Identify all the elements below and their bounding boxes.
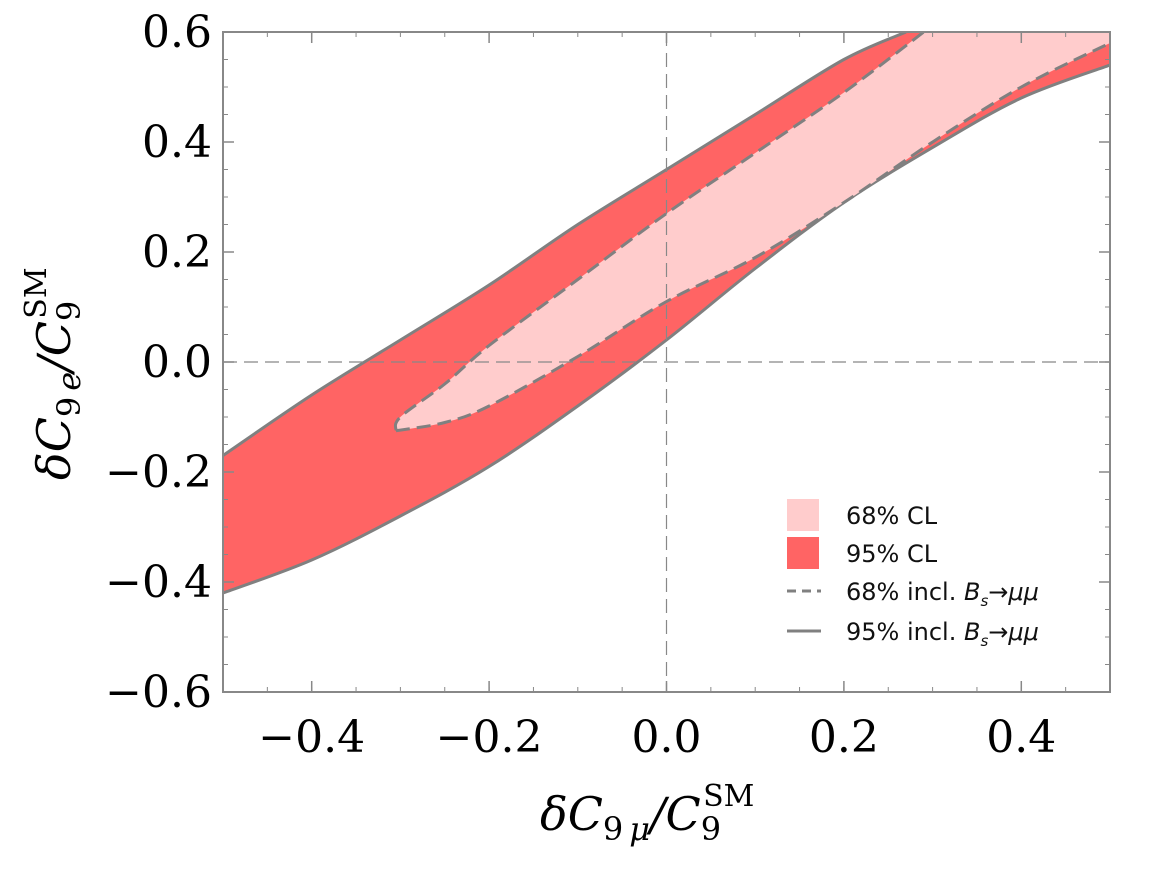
legend-entry: 95% incl. Bs→μμ <box>787 618 1039 650</box>
plot-regions <box>223 32 1110 595</box>
legend-entry: 68% CL <box>787 499 938 531</box>
x-axis-title-delta: δ <box>540 787 568 841</box>
x-tick-label: 0.0 <box>632 712 702 763</box>
y-tick-label: 0.0 <box>142 337 212 388</box>
contour-68-lower <box>395 41 1110 433</box>
y-tick-label: −0.6 <box>105 667 212 718</box>
y-tick-label: −0.2 <box>105 447 212 498</box>
legend-label: 68% CL <box>846 502 938 530</box>
y-tick-label: −0.4 <box>105 557 212 608</box>
legend-swatch <box>787 537 819 569</box>
region-68cl <box>395 32 1110 431</box>
y-axis-title-text: δC9e/C9SM <box>19 267 88 480</box>
contour-68-upper <box>393 32 925 432</box>
legend-label: 95% incl. Bs→μμ <box>846 618 1039 650</box>
region-95cl <box>223 32 1110 593</box>
x-axis-title-c: C <box>568 787 603 841</box>
legend: 68% CL 95% CL 68% incl. Bs→μμ 95% incl. Bs→… <box>787 499 1039 650</box>
x-axis-title: δC9 μ/C9SM <box>540 779 754 848</box>
axis-ticks: −0.4 −0.2 0.0 0.2 0.4 −0.6 −0.4 −0.2 0.0 0.2 0.4 0.… <box>105 7 1111 763</box>
y-tick-label: 0.2 <box>142 227 212 278</box>
x-axis-title-text: δC9 μ/C9SM <box>540 779 754 848</box>
legend-swatch <box>787 499 819 531</box>
x-tick-label: −0.2 <box>436 712 543 763</box>
x-tick-label: 0.4 <box>986 712 1056 763</box>
x-tick-label: −0.4 <box>258 712 365 763</box>
contour-95-upper <box>223 32 907 457</box>
y-tick-label: 0.4 <box>142 117 212 168</box>
x-tick-label: 0.2 <box>809 712 879 763</box>
legend-label: 68% incl. Bs→μμ <box>846 578 1039 610</box>
legend-entry: 68% incl. Bs→μμ <box>787 578 1039 610</box>
reference-lines <box>223 32 1110 692</box>
legend-entry: 95% CL <box>787 537 938 569</box>
legend-label: 95% CL <box>846 540 938 568</box>
y-tick-label: 0.6 <box>142 7 212 58</box>
y-axis-title: δC9e/C9SM <box>19 267 88 480</box>
